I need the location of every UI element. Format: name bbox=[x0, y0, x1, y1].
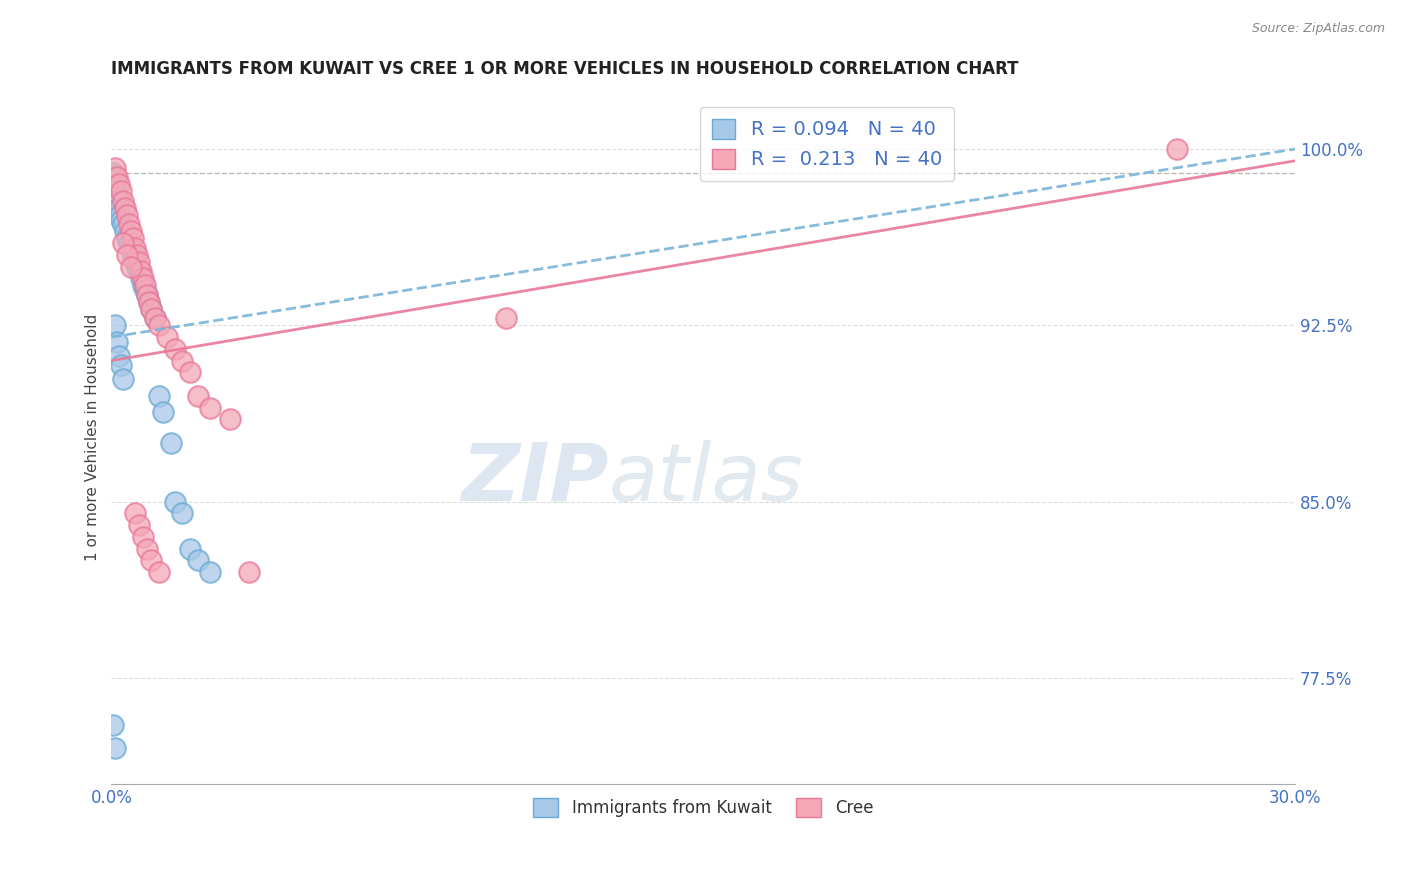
Point bbox=[143, 311, 166, 326]
Point bbox=[179, 541, 201, 556]
Point bbox=[108, 349, 131, 363]
Point bbox=[138, 294, 160, 309]
Point bbox=[124, 241, 146, 255]
Point bbox=[238, 565, 260, 579]
Point bbox=[115, 231, 138, 245]
Point bbox=[495, 311, 517, 326]
Point bbox=[122, 231, 145, 245]
Point bbox=[114, 224, 136, 238]
Point bbox=[159, 435, 181, 450]
Point bbox=[148, 565, 170, 579]
Point bbox=[148, 389, 170, 403]
Point bbox=[108, 201, 131, 215]
Point bbox=[104, 161, 127, 175]
Point bbox=[1166, 142, 1188, 156]
Point bbox=[104, 318, 127, 333]
Point bbox=[152, 405, 174, 419]
Point bbox=[163, 342, 186, 356]
Point bbox=[134, 283, 156, 297]
Point bbox=[135, 287, 157, 301]
Point bbox=[187, 389, 209, 403]
Point bbox=[114, 201, 136, 215]
Text: ZIP: ZIP bbox=[461, 440, 609, 517]
Point bbox=[132, 278, 155, 293]
Point bbox=[108, 178, 131, 192]
Point bbox=[124, 507, 146, 521]
Point bbox=[120, 224, 142, 238]
Point bbox=[163, 494, 186, 508]
Point bbox=[107, 194, 129, 208]
Point bbox=[187, 553, 209, 567]
Point bbox=[110, 359, 132, 373]
Point bbox=[134, 278, 156, 293]
Text: IMMIGRANTS FROM KUWAIT VS CREE 1 OR MORE VEHICLES IN HOUSEHOLD CORRELATION CHART: IMMIGRANTS FROM KUWAIT VS CREE 1 OR MORE… bbox=[111, 60, 1019, 78]
Point bbox=[125, 260, 148, 274]
Point bbox=[198, 565, 221, 579]
Point bbox=[128, 264, 150, 278]
Point bbox=[122, 248, 145, 262]
Point bbox=[143, 311, 166, 326]
Point bbox=[120, 260, 142, 274]
Point bbox=[120, 241, 142, 255]
Text: atlas: atlas bbox=[609, 440, 803, 517]
Legend: Immigrants from Kuwait, Cree: Immigrants from Kuwait, Cree bbox=[526, 791, 880, 824]
Point bbox=[118, 217, 141, 231]
Point bbox=[125, 248, 148, 262]
Point bbox=[112, 235, 135, 250]
Point bbox=[218, 412, 240, 426]
Point bbox=[115, 208, 138, 222]
Point bbox=[139, 553, 162, 567]
Point bbox=[138, 294, 160, 309]
Point bbox=[132, 271, 155, 285]
Point bbox=[139, 301, 162, 316]
Point bbox=[128, 518, 150, 533]
Point bbox=[104, 170, 127, 185]
Point bbox=[110, 212, 132, 227]
Point bbox=[103, 178, 125, 192]
Point bbox=[179, 365, 201, 379]
Point bbox=[103, 165, 125, 179]
Point bbox=[148, 318, 170, 333]
Point bbox=[135, 541, 157, 556]
Point bbox=[198, 401, 221, 415]
Point bbox=[124, 255, 146, 269]
Y-axis label: 1 or more Vehicles in Household: 1 or more Vehicles in Household bbox=[86, 313, 100, 561]
Point bbox=[172, 353, 194, 368]
Point bbox=[105, 185, 128, 199]
Point bbox=[103, 718, 125, 732]
Point bbox=[118, 235, 141, 250]
Point bbox=[110, 185, 132, 199]
Point bbox=[156, 330, 179, 344]
Point bbox=[132, 530, 155, 544]
Point bbox=[108, 208, 131, 222]
Point bbox=[129, 264, 152, 278]
Point bbox=[135, 287, 157, 301]
Point bbox=[112, 217, 135, 231]
Text: Source: ZipAtlas.com: Source: ZipAtlas.com bbox=[1251, 22, 1385, 36]
Point bbox=[172, 507, 194, 521]
Point bbox=[115, 248, 138, 262]
Point bbox=[103, 741, 125, 756]
Point bbox=[139, 301, 162, 316]
Point bbox=[128, 255, 150, 269]
Point bbox=[112, 372, 135, 386]
Point bbox=[105, 170, 128, 185]
Point bbox=[112, 194, 135, 208]
Point bbox=[105, 189, 128, 203]
Point bbox=[105, 334, 128, 349]
Point bbox=[129, 271, 152, 285]
